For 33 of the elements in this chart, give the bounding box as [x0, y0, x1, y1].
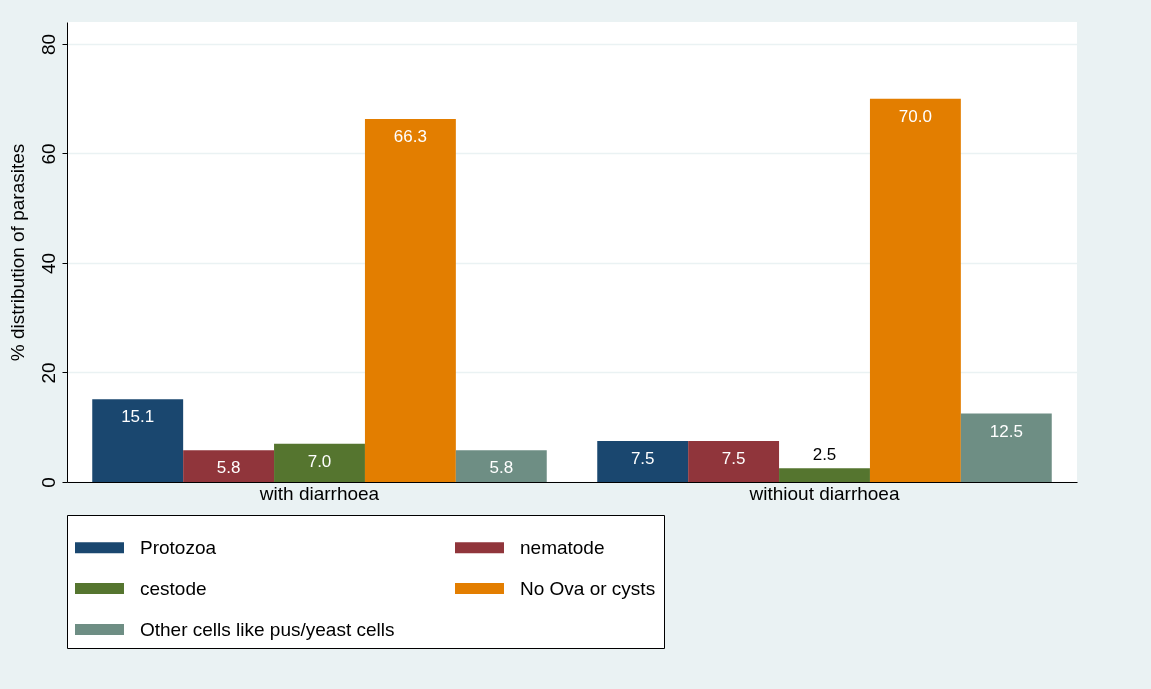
legend-label: Other cells like pus/yeast cells: [140, 618, 395, 640]
bar: [688, 440, 780, 482]
data-label: 5.8: [489, 458, 514, 478]
bar: [597, 440, 689, 482]
y-tick-label: 20: [37, 362, 59, 384]
legend-label: No Ova or cysts: [520, 577, 656, 599]
data-label: 5.8: [216, 458, 241, 478]
bar: [183, 450, 275, 482]
bar: [869, 98, 961, 482]
bar: [364, 118, 456, 482]
data-label: 70.0: [898, 106, 932, 126]
data-label: 7.0: [307, 451, 332, 471]
data-label: 66.3: [393, 126, 427, 146]
data-label: 12.5: [989, 421, 1023, 441]
bar: [779, 468, 870, 482]
data-label: 7.5: [721, 448, 746, 468]
data-label: 15.1: [121, 407, 155, 427]
x-tick-label: withiout diarrhoea: [748, 482, 900, 504]
data-label: 7.5: [630, 448, 655, 468]
y-tick-label: 60: [37, 143, 59, 165]
legend-label: cestode: [140, 577, 207, 599]
data-label: 2.5: [812, 445, 837, 465]
x-tick-label: with diarrhoea: [258, 482, 380, 504]
y-tick-label: 0: [37, 477, 59, 488]
y-tick-label: 40: [37, 252, 59, 275]
legend-label: Protozoa: [140, 536, 217, 558]
bar: [455, 450, 547, 482]
bar: [92, 399, 184, 482]
legend-label: nematode: [520, 536, 605, 558]
y-axis-title: % distribution of parasites: [6, 143, 28, 362]
bar: [960, 413, 1052, 482]
bar: [274, 443, 365, 482]
y-tick-label: 80: [37, 33, 59, 55]
